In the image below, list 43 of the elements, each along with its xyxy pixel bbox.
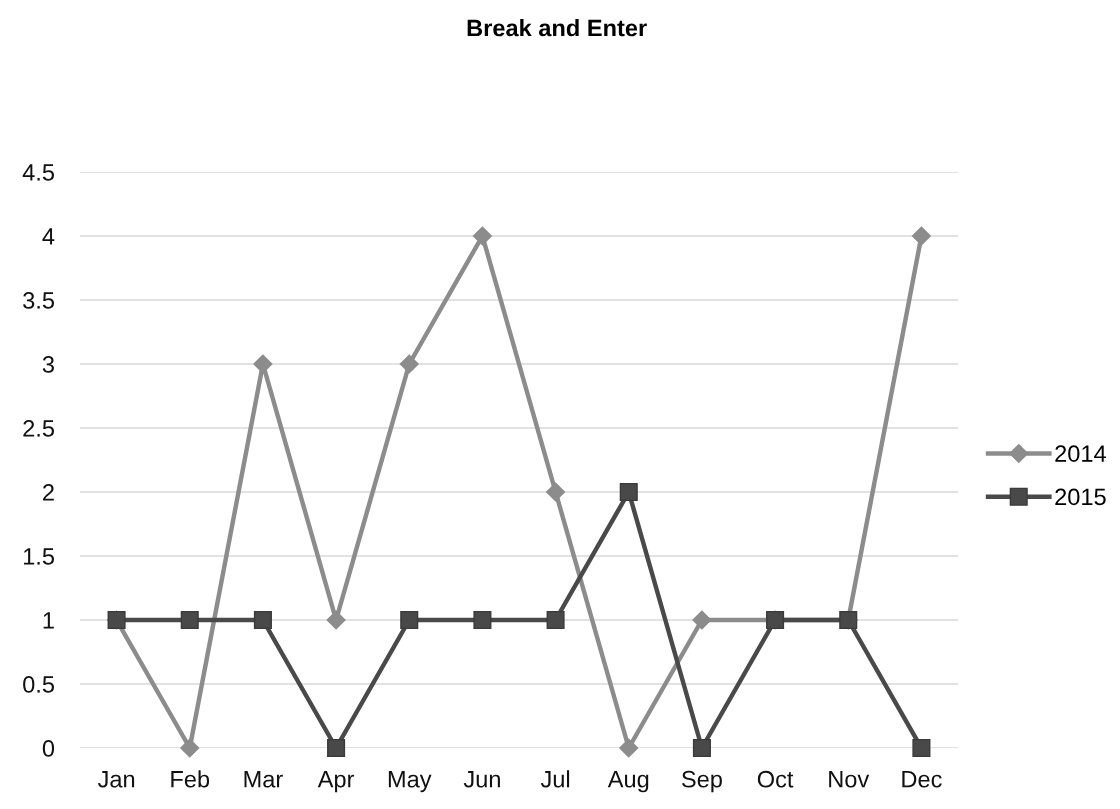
point [546,482,566,502]
point [399,354,419,374]
y-tick-label: 0 [42,740,55,757]
x-tick-label: Jun [463,771,500,788]
point [912,738,931,758]
y-tick-label: 2 [43,484,54,501]
point [326,610,346,630]
x-tick-label: May [388,771,432,793]
y-tick-label: 0.5 [23,676,55,693]
legend-label: 2014 [1055,445,1106,462]
point [472,226,492,246]
x-tick-label: Oct [757,770,794,788]
x-tick-label: Jan [97,771,135,788]
point [327,738,346,758]
y-tick-label: 2.5 [23,420,55,437]
y-tick-label: 3 [42,356,54,373]
x-tick-label: Feb [171,770,210,788]
point [619,738,639,758]
point [692,610,712,630]
chart-title: Break and Enter [467,19,647,37]
point [180,610,199,630]
point [253,354,273,374]
point [911,226,931,246]
y-tick-label: 4 [42,228,55,245]
y-tick-label: 1 [43,612,54,629]
x-tick-label: Nov [829,771,870,788]
point [253,610,272,630]
y-tick-label: 1.5 [23,548,55,565]
y-tick-label: 4.5 [22,164,55,181]
point [180,738,200,758]
x-tick-label: Apr [317,771,355,793]
x-tick-label: Jul [540,770,570,788]
point [546,610,565,630]
legend-label: 2015 [1055,488,1106,506]
x-tick-label: Sep [681,770,722,793]
x-tick-label: Dec [902,771,942,788]
x-tick-label: Mar [244,771,283,788]
point [473,610,492,630]
point [692,738,711,758]
y-tick-label: 3.5 [23,292,55,309]
x-tick-label: Aug [607,771,649,793]
point [619,482,638,502]
point [400,610,419,630]
